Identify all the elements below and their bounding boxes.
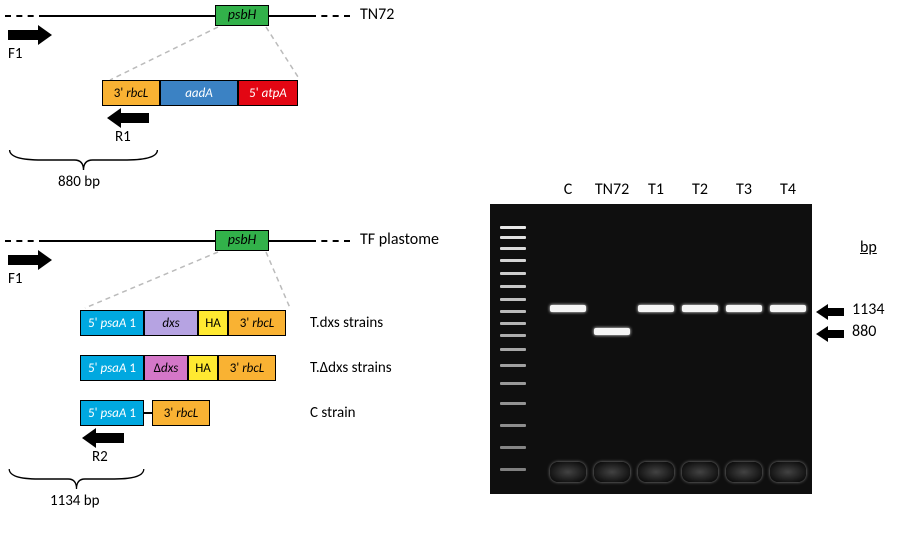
gel-band xyxy=(638,462,674,482)
tn72-title: TN72 xyxy=(360,5,394,24)
tn72-backbone-dash-left xyxy=(5,15,45,17)
tf-backbone-dash-left xyxy=(5,240,45,242)
ladder-band xyxy=(500,247,526,250)
ladder-band xyxy=(500,226,526,229)
gel-lane-header-C: C xyxy=(546,180,590,199)
gel-band xyxy=(682,305,718,312)
cassette-box-ddxs: Δdxs xyxy=(144,355,188,381)
gel-lane-header-T4: T4 xyxy=(766,180,810,199)
tn72-backbone-dash-right xyxy=(310,15,350,17)
ladder-band xyxy=(500,310,526,313)
gel-band xyxy=(550,305,586,312)
gel-lane-TN72 xyxy=(592,214,632,484)
gel-lane-C xyxy=(548,214,588,484)
tf-backbone-dash-right xyxy=(310,240,350,242)
ladder-band xyxy=(500,348,526,351)
tf-cassette-row-1: 5' psaA 1ΔdxsHA3' rbcL xyxy=(80,355,276,381)
ladder-band xyxy=(500,382,526,385)
ladder-band xyxy=(500,298,526,301)
gel-lane-header-T1: T1 xyxy=(634,180,678,199)
primer-f1-label: F1 xyxy=(8,45,23,63)
cassette-box-rbcL-3p: 3' rbcL xyxy=(102,80,160,106)
ladder-band xyxy=(500,402,526,405)
gel-band xyxy=(726,462,762,482)
gel-band xyxy=(550,462,586,482)
primer-f1-label-tf: F1 xyxy=(8,270,23,288)
cassette-box-psaA1-5p: 5' psaA 1 xyxy=(80,400,144,426)
ladder-band xyxy=(500,334,526,337)
strain-label-1: T.Δdxs strains xyxy=(310,359,392,377)
gel-lane-header-T2: T2 xyxy=(678,180,722,199)
gel-lane-T2 xyxy=(680,214,720,484)
primer-r2-label: R2 xyxy=(92,448,108,466)
ladder-band xyxy=(500,446,526,449)
tn72-brace xyxy=(5,148,162,174)
bp-label-1134: 1134 xyxy=(852,300,884,319)
tf-cassette-row-2: 5' psaA 1 3' rbcL xyxy=(80,400,210,426)
cassette-box-HA: HA xyxy=(188,355,218,381)
gel-panel: CTN72T1T2T3T4 bp 1134 880 xyxy=(490,180,910,494)
tf-title: TF plastome xyxy=(360,230,439,249)
ladder-band xyxy=(500,285,526,288)
gel-lane-header-TN72: TN72 xyxy=(590,180,634,199)
ladder-band xyxy=(500,236,526,239)
tf-brace-label: 1134 bp xyxy=(50,492,100,510)
cassette-box-psaA1-5p: 5' psaA 1 xyxy=(80,355,144,381)
gel-band xyxy=(726,305,762,312)
psbh-box-tn72: psbH xyxy=(215,5,269,26)
strain-label-2: C strain xyxy=(310,404,356,422)
cassette-box-atpA-5p: 5' atpA xyxy=(238,80,298,106)
gel-band xyxy=(638,305,674,312)
gel-band xyxy=(594,462,630,482)
cassette-box-rbcL-3p: 3' rbcL xyxy=(228,310,286,336)
bp-title: bp xyxy=(860,238,877,257)
gel-band xyxy=(682,462,718,482)
gel-lane-T4 xyxy=(768,214,808,484)
tf-backbone-solid xyxy=(45,240,310,242)
tn72-backbone-solid xyxy=(45,15,310,17)
gel-band xyxy=(770,305,806,312)
cassette-box-HA: HA xyxy=(198,310,228,336)
gel-image xyxy=(490,204,812,494)
gel-lane-header-T3: T3 xyxy=(722,180,766,199)
ladder-band xyxy=(500,424,526,427)
cassette-box-psaA1-5p: 5' psaA 1 xyxy=(80,310,144,336)
gel-band xyxy=(770,462,806,482)
strain-label-0: T.dxs strains xyxy=(310,314,383,332)
tf-construct: psbH TF plastome F1 5' psaA 1dxsHA3' rbc… xyxy=(0,225,480,555)
bp-label-880: 880 xyxy=(852,322,876,341)
gel-container: CTN72T1T2T3T4 xyxy=(490,180,820,494)
gel-lane-T1 xyxy=(636,214,676,484)
tn72-cassette-row: 3' rbcLaadA5' atpA xyxy=(102,80,298,106)
cassette-box-rbcL-3p: 3' rbcL xyxy=(218,355,276,381)
cassette-box-dxs: dxs xyxy=(144,310,198,336)
diagram-panel-left: psbH TN72 F1 3' rbcLaadA5' atpA R1 880 b… xyxy=(0,0,490,525)
gel-ladder xyxy=(496,214,530,484)
gel-lane-headers: CTN72T1T2T3T4 xyxy=(490,180,820,204)
gel-lane-T3 xyxy=(724,214,764,484)
ladder-band xyxy=(500,364,526,367)
gel-band xyxy=(594,328,630,335)
psbh-box-tf: psbH xyxy=(215,230,269,251)
ladder-band xyxy=(500,468,526,471)
cassette-box-rbcL-3p: 3' rbcL xyxy=(152,400,210,426)
ladder-band xyxy=(500,272,526,275)
tn72-brace-label: 880 bp xyxy=(58,173,100,191)
ladder-band xyxy=(500,322,526,325)
tf-cassette-row-0: 5' psaA 1dxsHA3' rbcL xyxy=(80,310,286,336)
primer-r1-label: R1 xyxy=(115,128,131,146)
tn72-construct: psbH TN72 F1 3' rbcLaadA5' atpA R1 880 b… xyxy=(0,0,480,195)
tf-brace xyxy=(5,467,148,493)
ladder-band xyxy=(500,259,526,262)
cassette-box-aadA: aadA xyxy=(160,80,238,106)
